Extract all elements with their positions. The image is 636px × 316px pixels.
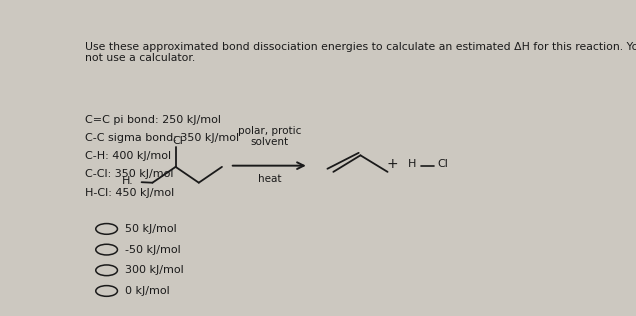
- Text: H-Cl: 450 kJ/mol: H-Cl: 450 kJ/mol: [85, 188, 175, 198]
- Text: Use these approximated bond dissociation energies to calculate an estimated ΔH f: Use these approximated bond dissociation…: [85, 42, 636, 63]
- Text: H.: H.: [122, 176, 134, 186]
- Text: Cl: Cl: [172, 136, 184, 146]
- Text: 0 kJ/mol: 0 kJ/mol: [125, 286, 170, 296]
- Text: +: +: [387, 157, 398, 172]
- Text: C=C pi bond: 250 kJ/mol: C=C pi bond: 250 kJ/mol: [85, 115, 221, 125]
- Text: -50 kJ/mol: -50 kJ/mol: [125, 245, 181, 255]
- Text: C-C sigma bond: 350 kJ/mol: C-C sigma bond: 350 kJ/mol: [85, 133, 240, 143]
- Text: Cl: Cl: [438, 160, 448, 169]
- Text: polar, protic
solvent: polar, protic solvent: [238, 126, 301, 147]
- Text: heat: heat: [258, 174, 281, 184]
- Text: H: H: [408, 160, 417, 169]
- Text: 50 kJ/mol: 50 kJ/mol: [125, 224, 177, 234]
- Text: C-H: 400 kJ/mol: C-H: 400 kJ/mol: [85, 151, 172, 161]
- Text: 300 kJ/mol: 300 kJ/mol: [125, 265, 184, 275]
- Text: C-Cl: 350 kJ/mol: C-Cl: 350 kJ/mol: [85, 169, 174, 179]
